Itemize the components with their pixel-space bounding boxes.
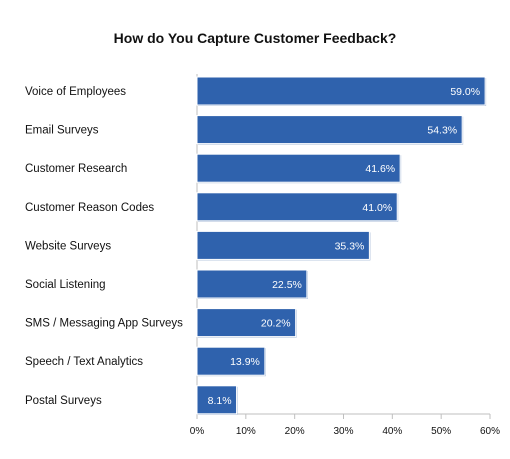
category-label: Social Listening — [25, 279, 106, 291]
bar — [196, 269, 308, 299]
x-tick-label: 30% — [333, 426, 353, 437]
bar — [196, 308, 297, 338]
value-label: 41.6% — [365, 163, 395, 175]
bar — [196, 385, 238, 415]
x-tick-label: 60% — [480, 426, 500, 437]
x-tick-label: 40% — [382, 426, 402, 437]
bar — [196, 115, 463, 145]
category-label: Website Surveys — [25, 240, 111, 252]
category-label: Postal Surveys — [25, 395, 102, 407]
bar — [196, 346, 266, 376]
value-label: 20.2% — [261, 318, 291, 330]
value-label: 59.0% — [450, 86, 480, 98]
chart-title: How do You Capture Customer Feedback? — [113, 30, 397, 46]
value-label: 41.0% — [362, 202, 392, 214]
category-label: Voice of Employees — [25, 86, 126, 98]
bar — [196, 153, 401, 183]
value-label: 13.9% — [230, 356, 260, 368]
category-label: Speech / Text Analytics — [25, 356, 143, 368]
category-label: SMS / Messaging App Surveys — [25, 318, 183, 330]
x-tick-label: 20% — [285, 426, 305, 437]
category-label: Customer Research — [25, 163, 127, 175]
category-label: Customer Reason Codes — [25, 202, 154, 214]
bar — [196, 192, 398, 222]
x-tick-label: 10% — [236, 426, 256, 437]
bar — [196, 230, 370, 260]
value-label: 8.1% — [208, 395, 232, 407]
value-label: 54.3% — [427, 125, 457, 137]
bar — [196, 76, 486, 106]
value-label: 35.3% — [335, 240, 365, 252]
category-label: Email Surveys — [25, 125, 99, 137]
value-label: 22.5% — [272, 279, 302, 291]
x-tick-label: 0% — [190, 426, 205, 437]
x-tick-label: 50% — [431, 426, 451, 437]
